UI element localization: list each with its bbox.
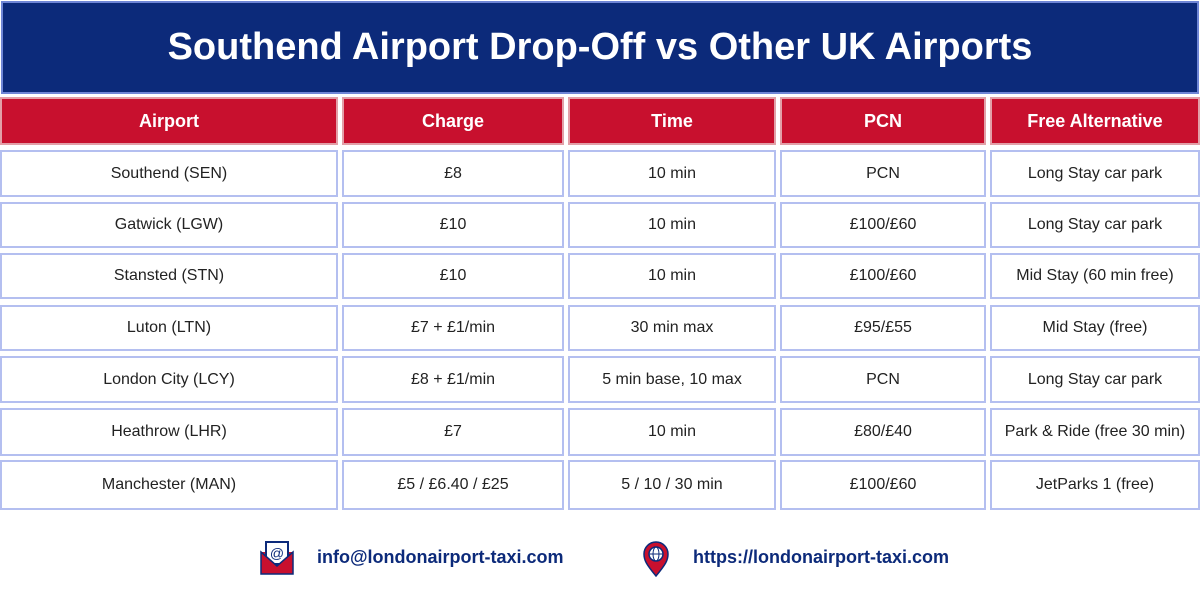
- table-cell: Luton (LTN): [0, 305, 338, 351]
- table-cell: £10: [342, 202, 564, 248]
- table-cell: 10 min: [568, 202, 776, 248]
- table-cell: £8: [342, 150, 564, 197]
- table-cell: Long Stay car park: [990, 150, 1200, 197]
- table-cell: £95/£55: [780, 305, 986, 351]
- table-cell: PCN: [780, 356, 986, 403]
- table-cell: £10: [342, 253, 564, 299]
- website[interactable]: https://londonairport-taxi.com: [693, 547, 949, 567]
- header-cell: Time: [568, 97, 776, 145]
- email-icon: @: [260, 541, 294, 575]
- header-cell: Charge: [342, 97, 564, 145]
- table-cell: Long Stay car park: [990, 202, 1200, 248]
- table-cell: Manchester (MAN): [0, 460, 338, 510]
- table-cell: 5 min base, 10 max: [568, 356, 776, 403]
- table-cell: £7 + £1/min: [342, 305, 564, 351]
- table-cell: Stansted (STN): [0, 253, 338, 299]
- table-cell: £7: [342, 408, 564, 456]
- table-cell: £100/£60: [780, 202, 986, 248]
- title: Southend Airport Drop-Off vs Other UK Ai…: [1, 1, 1199, 94]
- table-cell: £100/£60: [780, 460, 986, 510]
- table-cell: 10 min: [568, 150, 776, 197]
- table-cell: JetParks 1 (free): [990, 460, 1200, 510]
- table-cell: Mid Stay (60 min free): [990, 253, 1200, 299]
- table-cell: 10 min: [568, 408, 776, 456]
- table-cell: PCN: [780, 150, 986, 197]
- table-cell: Heathrow (LHR): [0, 408, 338, 456]
- table-cell: 5 / 10 / 30 min: [568, 460, 776, 510]
- table-cell: 10 min: [568, 253, 776, 299]
- table-cell: Long Stay car park: [990, 356, 1200, 403]
- web-icon: [643, 541, 669, 578]
- header-cell: Free Alternative: [990, 97, 1200, 145]
- table-cell: £8 + £1/min: [342, 356, 564, 403]
- header-cell: PCN: [780, 97, 986, 145]
- table-cell: 30 min max: [568, 305, 776, 351]
- table-cell: £5 / £6.40 / £25: [342, 460, 564, 510]
- table-cell: Mid Stay (free): [990, 305, 1200, 351]
- email[interactable]: info@londonairport-taxi.com: [317, 547, 564, 567]
- table-cell: London City (LCY): [0, 356, 338, 403]
- svg-text:@: @: [270, 545, 284, 561]
- header-cell: Airport: [0, 97, 338, 145]
- table-cell: £80/£40: [780, 408, 986, 456]
- table-cell: Gatwick (LGW): [0, 202, 338, 248]
- table-cell: £100/£60: [780, 253, 986, 299]
- table-cell: Southend (SEN): [0, 150, 338, 197]
- table-cell: Park & Ride (free 30 min): [990, 408, 1200, 456]
